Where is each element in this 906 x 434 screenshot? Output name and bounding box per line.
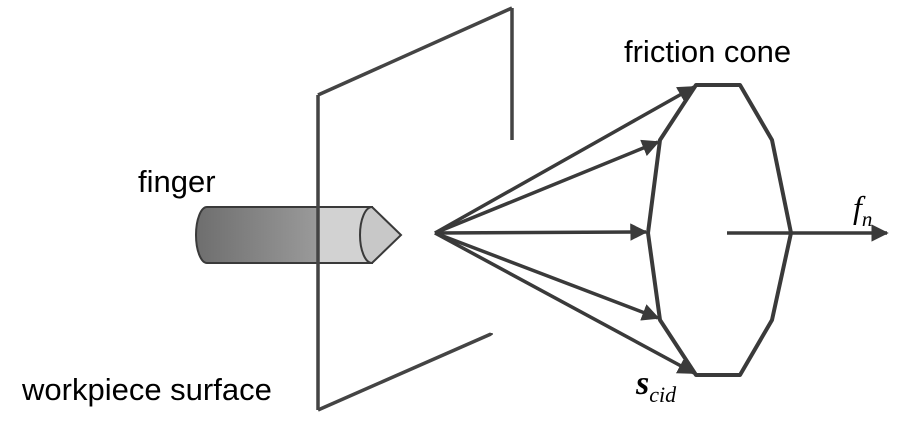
cone-edge-label: scid (635, 365, 677, 407)
friction-cone-label: friction cone (624, 34, 791, 69)
cone-edge-subscript: cid (649, 382, 677, 407)
finger-label: finger (138, 164, 216, 199)
finger (195, 205, 403, 265)
finger-body (195, 206, 319, 264)
cone-edge-vector-bottom (434, 231, 696, 375)
plane-top-edge (317, 6, 513, 97)
cone-edge-vector-middle (434, 223, 648, 241)
plane-bottom-edge (317, 332, 492, 412)
workpiece-surface-plane (317, 6, 514, 412)
finger-tip (359, 205, 403, 265)
cone-edge-vector-upper (434, 139, 660, 235)
cone-edge-vector-top (434, 85, 696, 235)
cone-edge-symbol: s (635, 365, 649, 402)
cone-edge-vector-lower (434, 231, 660, 321)
cone-edge-vectors (434, 85, 696, 375)
workpiece-surface-label: workpiece surface (21, 372, 272, 407)
normal-force-subscript: n (862, 207, 873, 231)
friction-cone-base (646, 83, 793, 377)
normal-force-label: fn (853, 189, 872, 231)
